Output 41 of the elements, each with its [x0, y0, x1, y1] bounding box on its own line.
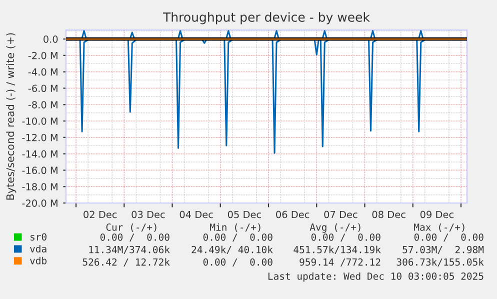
text: 0.00 / 0.00	[203, 233, 272, 242]
x-tick-label: 09 Dec	[420, 210, 454, 218]
text: Cur (-/+)	[106, 223, 156, 232]
text: 959.14 /772.12	[300, 258, 380, 266]
y-tick-label: -4.0 M	[28, 68, 58, 76]
legend-label: sr0	[30, 233, 46, 241]
y-tick-label: -14.0 M	[22, 150, 58, 158]
text: 0.00 / 0.00	[100, 233, 170, 242]
text: 11.34M/374.06k	[89, 246, 170, 254]
y-tick-label: -16.0 M	[22, 166, 58, 174]
y-tick-label: -2.0 M	[28, 52, 58, 60]
y-tick-label: -12.0 M	[22, 134, 58, 142]
y-tick-label: -20.0 M	[22, 199, 58, 207]
y-tick-label: -18.0 M	[22, 183, 58, 190]
y-tick-label: -6.0 M	[28, 84, 58, 92]
y-axis-title: Bytes/second read (-) / write (+)	[6, 33, 16, 200]
text: 306.73k/155.05k	[396, 258, 484, 266]
x-tick-label: 04 Dec	[180, 210, 213, 218]
x-tick-label: 06 Dec	[276, 210, 310, 218]
y-tick-label: -10.0 M	[22, 117, 58, 125]
text: 451.57k/134.19k	[294, 246, 381, 254]
text: 57.03M/ 2.98M	[402, 246, 484, 254]
text: Last update: Wed Dec 10 03:00:05 2025	[268, 272, 484, 282]
text: Max (-/+)	[414, 223, 464, 232]
text: 0.00 / 0.00	[414, 233, 484, 242]
x-tick-label: 08 Dec	[372, 210, 406, 218]
legend-label: vda	[30, 244, 46, 252]
x-tick-label: 07 Dec	[324, 210, 358, 218]
text: 24.49k/ 40.10k	[192, 246, 273, 254]
y-tick-label: -8.0 M	[28, 101, 58, 108]
y-tick-label: 0.0	[44, 35, 58, 43]
legend-label: vdb	[30, 256, 47, 264]
x-tick-label: 05 Dec	[228, 210, 261, 218]
x-tick-label: 02 Dec	[84, 210, 117, 218]
x-tick-label: 03 Dec	[132, 210, 165, 218]
text: 0.00 / 0.00	[203, 258, 272, 266]
text: 526.42 / 12.72k	[82, 258, 170, 266]
text: 0.00 / 0.00	[311, 233, 380, 242]
text: Avg (-/+)	[310, 223, 360, 233]
chart-title: Throughput per device - by week	[162, 12, 370, 24]
text: Min (-/+)	[210, 223, 260, 232]
